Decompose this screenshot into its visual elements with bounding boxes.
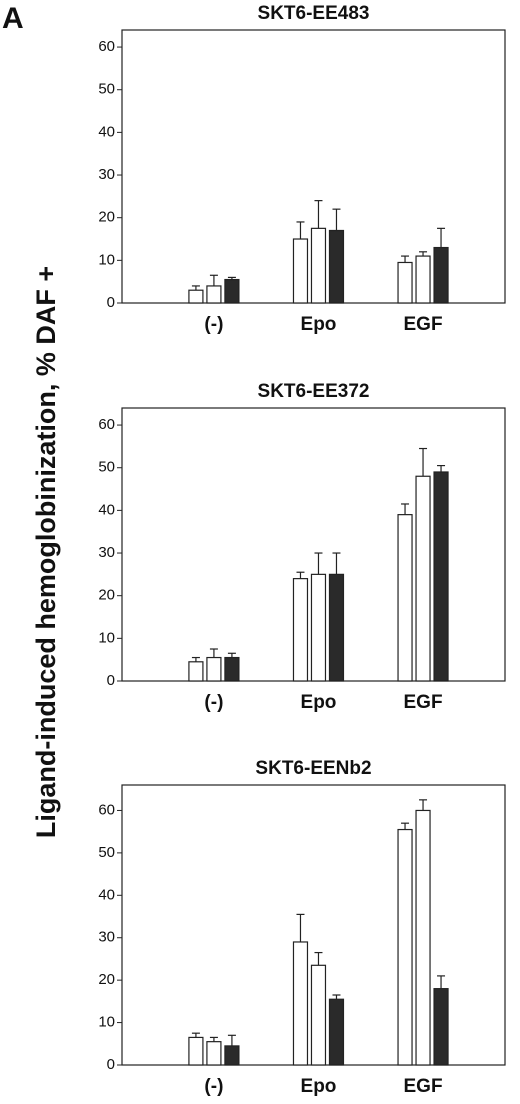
bar [433,246,449,304]
x-tick-label: (-) [204,1076,223,1097]
bar [397,514,413,682]
bar [433,988,449,1066]
bar [310,227,327,304]
bar [206,285,222,304]
bar [188,661,204,682]
y-tick-label: 10 [98,629,115,646]
bar [188,1036,204,1066]
bar [397,261,413,304]
y-tick-label: 60 [98,416,115,433]
x-tick-label: EGF [404,692,443,713]
bar [433,471,449,682]
x-tick-label: (-) [204,314,223,335]
y-tick-label: 30 [98,544,115,561]
y-tick-label: 0 [107,294,115,311]
chart-title: SKT6-EE483 [258,3,370,24]
x-tick-label: EGF [404,1076,443,1097]
bar [224,1045,240,1066]
y-tick-label: 30 [98,166,115,183]
bar [224,656,240,682]
x-tick-label: Epo [301,314,337,335]
bar [206,1041,222,1066]
bar [292,578,309,682]
x-tick-label: EGF [404,314,443,335]
y-tick-label: 50 [98,81,115,98]
bar [328,998,345,1066]
y-tick-label: 60 [98,801,115,818]
bar [310,964,327,1066]
y-tick-label: 20 [98,587,115,604]
bar [310,573,327,682]
y-tick-label: 50 [98,459,115,476]
y-tick-label: 0 [107,1056,115,1073]
bar [397,828,413,1066]
chart-title: SKT6-EE372 [258,381,370,402]
panel-label: A [2,2,24,35]
y-tick-label: 40 [98,886,115,903]
x-tick-label: Epo [301,692,337,713]
bar [415,475,431,682]
bar [328,229,345,304]
bar [292,238,309,304]
y-tick-label: 60 [98,38,115,55]
y-tick-label: 30 [98,929,115,946]
bar [292,941,309,1066]
y-tick-label: 10 [98,251,115,268]
y-axis-label: Ligand-induced hemoglobinization, % DAF … [31,266,61,838]
y-tick-label: 20 [98,971,115,988]
bar [415,255,431,304]
y-tick-label: 40 [98,123,115,140]
bar [328,573,345,682]
y-tick-label: 10 [98,1014,115,1031]
x-tick-label: (-) [204,692,223,713]
bar [415,809,431,1066]
x-tick-label: Epo [301,1076,337,1097]
bar [206,656,222,682]
y-tick-label: 40 [98,501,115,518]
y-tick-label: 50 [98,844,115,861]
y-tick-label: 0 [107,672,115,689]
y-tick-label: 20 [98,209,115,226]
bar [224,278,240,304]
chart-title: SKT6-EENb2 [255,758,371,779]
bar [188,289,204,304]
